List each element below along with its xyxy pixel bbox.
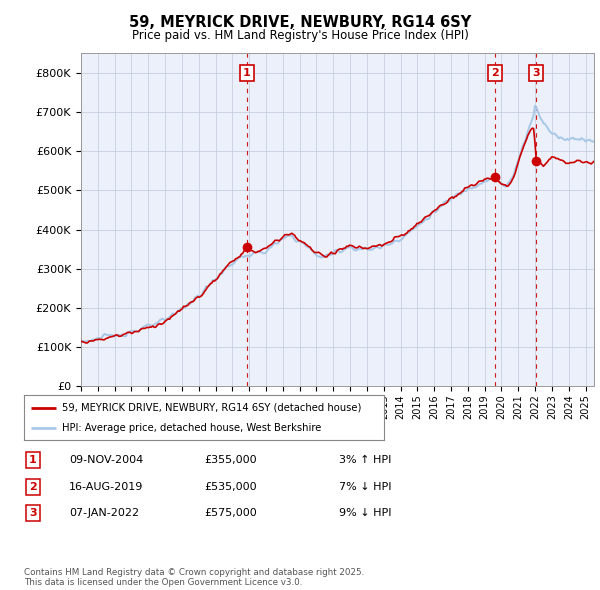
Text: 59, MEYRICK DRIVE, NEWBURY, RG14 6SY (detached house): 59, MEYRICK DRIVE, NEWBURY, RG14 6SY (de… — [62, 403, 361, 412]
Text: 2: 2 — [29, 482, 37, 491]
Text: 9% ↓ HPI: 9% ↓ HPI — [339, 509, 391, 518]
Text: HPI: Average price, detached house, West Berkshire: HPI: Average price, detached house, West… — [62, 424, 321, 434]
Text: £535,000: £535,000 — [204, 482, 257, 491]
Text: Contains HM Land Registry data © Crown copyright and database right 2025.
This d: Contains HM Land Registry data © Crown c… — [24, 568, 364, 587]
Text: 2: 2 — [491, 68, 499, 78]
Text: £355,000: £355,000 — [204, 455, 257, 465]
Text: 1: 1 — [243, 68, 251, 78]
Text: 07-JAN-2022: 07-JAN-2022 — [69, 509, 139, 518]
Text: 1: 1 — [29, 455, 37, 465]
Text: 3% ↑ HPI: 3% ↑ HPI — [339, 455, 391, 465]
Text: £575,000: £575,000 — [204, 509, 257, 518]
Text: 59, MEYRICK DRIVE, NEWBURY, RG14 6SY: 59, MEYRICK DRIVE, NEWBURY, RG14 6SY — [129, 15, 471, 30]
Text: 7% ↓ HPI: 7% ↓ HPI — [339, 482, 391, 491]
Text: 3: 3 — [532, 68, 539, 78]
Text: Price paid vs. HM Land Registry's House Price Index (HPI): Price paid vs. HM Land Registry's House … — [131, 30, 469, 42]
Text: 3: 3 — [29, 509, 37, 518]
Text: 16-AUG-2019: 16-AUG-2019 — [69, 482, 143, 491]
Text: 09-NOV-2004: 09-NOV-2004 — [69, 455, 143, 465]
